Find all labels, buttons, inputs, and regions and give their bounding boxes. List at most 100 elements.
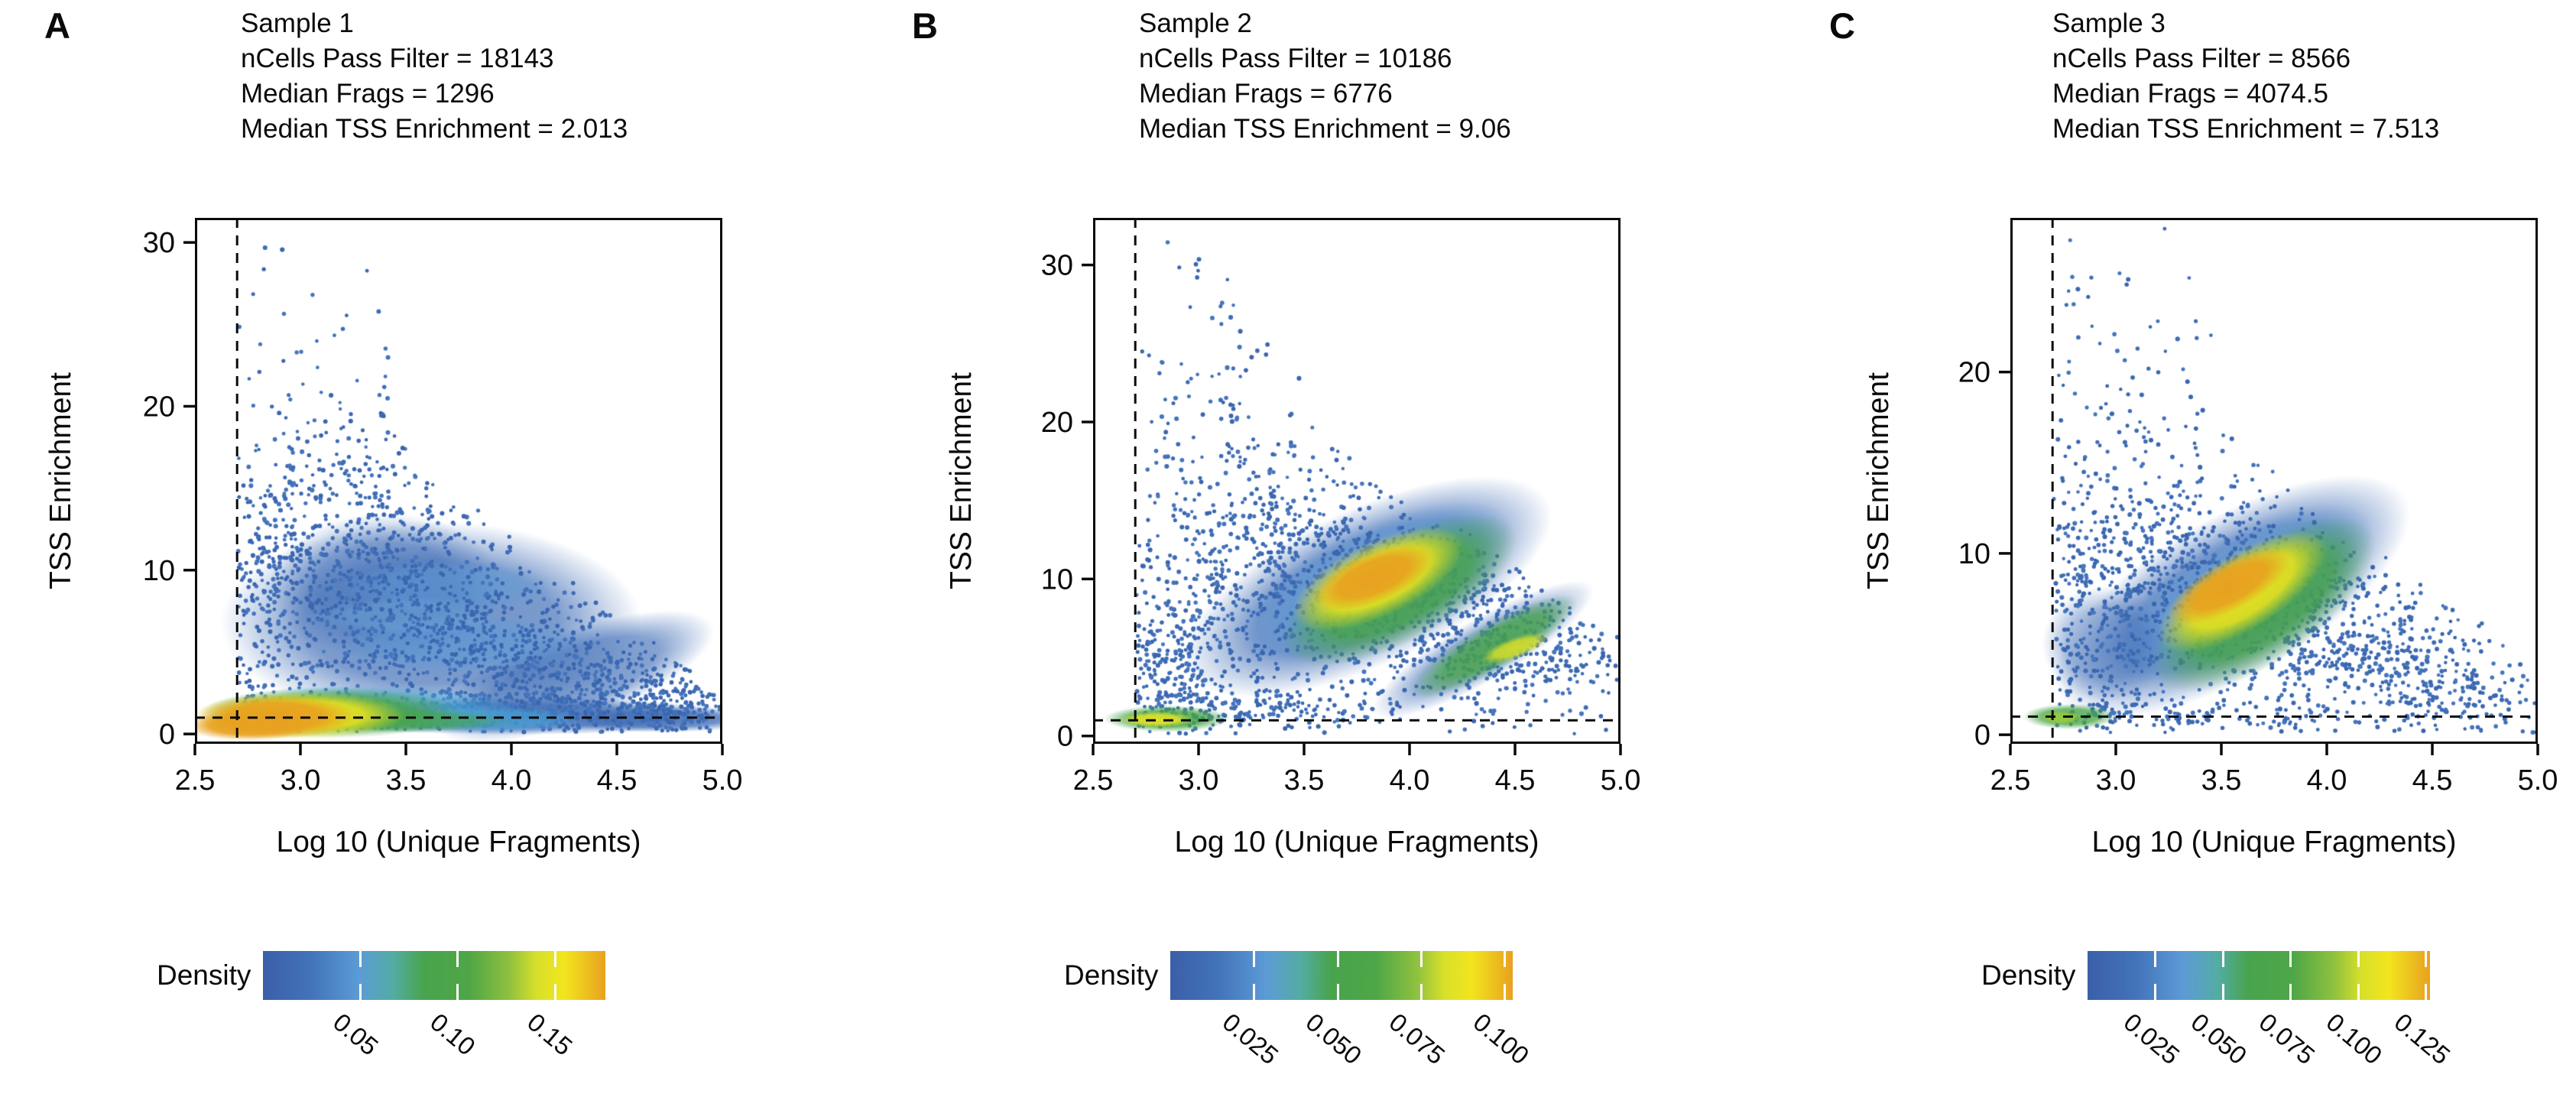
panel-a-label: A: [44, 5, 71, 46]
colorbar-tick: [1253, 951, 1256, 967]
colorbar-tick: [359, 951, 362, 967]
panel-b-stat-median-tss: Median TSS Enrichment = 9.06: [1139, 114, 1511, 144]
colorbar-tick: [2289, 984, 2292, 1000]
colorbar-tick-label: 0.10: [424, 1008, 481, 1061]
panel-b-stats-block: Sample 2 nCells Pass Filter = 10186 Medi…: [1139, 6, 1511, 147]
colorbar-tick-label: 0.075: [1384, 1008, 1451, 1070]
panel-b-axes: 2.5 3.0 3.5 4.0 4.5 5.0 0 10 20 30: [1041, 218, 1640, 797]
colorbar-tick: [456, 951, 459, 967]
colorbar-tick: [1253, 984, 1256, 1000]
svg-text:10: 10: [143, 555, 175, 587]
svg-text:0: 0: [159, 719, 175, 751]
panel-c-plot-area: 2.5 3.0 3.5 4.0 4.5 5.0 0 10 20: [1958, 218, 2558, 797]
panel-b-stat-ncells: nCells Pass Filter = 10186: [1139, 44, 1452, 73]
colorbar-tick-label: 0.100: [2321, 1008, 2388, 1070]
svg-text:2.5: 2.5: [1990, 764, 2031, 797]
svg-text:4.0: 4.0: [1390, 764, 1430, 797]
panel-c-sample-title: Sample 3: [2052, 8, 2166, 38]
colorbar-tick-label: 0.025: [2118, 1008, 2185, 1070]
svg-text:5.0: 5.0: [1601, 764, 1641, 797]
panel-c-stat-ncells: nCells Pass Filter = 8566: [2052, 44, 2351, 73]
colorbar-tick: [2154, 984, 2157, 1000]
panel-a-axes: 2.5 3.0 3.5 4.0 4.5 5.0 0 10 20 30: [143, 218, 742, 797]
colorbar-tick: [2289, 951, 2292, 967]
colorbar-tick: [359, 984, 362, 1000]
svg-text:4.0: 4.0: [492, 764, 532, 797]
panel-b-sample-title: Sample 2: [1139, 8, 1252, 38]
colorbar-tick-label: 0.075: [2253, 1008, 2321, 1070]
panel-a-x-axis-title: Log 10 (Unique Fragments): [276, 826, 641, 858]
panel-b-plot-area: 2.5 3.0 3.5 4.0 4.5 5.0 0 10 20 30: [1041, 218, 1640, 797]
panel-a-density-canvas: [195, 218, 722, 744]
svg-text:4.0: 4.0: [2307, 764, 2347, 797]
colorbar-tick: [2357, 984, 2360, 1000]
panel-a-colorbar: 0.05 0.10 0.15: [263, 951, 606, 1061]
panel-a-sample-title: Sample 1: [241, 8, 354, 38]
panel-b-x-axis-title: Log 10 (Unique Fragments): [1174, 826, 1539, 858]
panel-a-stat-ncells: nCells Pass Filter = 18143: [241, 44, 554, 73]
panel-c-axes: 2.5 3.0 3.5 4.0 4.5 5.0 0 10 20: [1958, 218, 2558, 797]
svg-text:10: 10: [1958, 538, 1990, 570]
svg-text:30: 30: [143, 227, 175, 259]
colorbar-tick: [2221, 984, 2224, 1000]
colorbar-tick: [1504, 984, 1507, 1000]
colorbar-tick-label: 0.100: [1468, 1008, 1535, 1070]
panel-a-stats-block: Sample 1 nCells Pass Filter = 18143 Medi…: [241, 6, 628, 147]
colorbar-tick: [2221, 951, 2224, 967]
colorbar-tick-label: 0.050: [1300, 1008, 1367, 1070]
colorbar-tick-label: 0.05: [327, 1008, 384, 1061]
panel-c-x-axis-title: Log 10 (Unique Fragments): [2091, 826, 2457, 858]
panel-c-label: C: [1829, 5, 1856, 46]
panel-c-stat-median-frags: Median Frags = 4074.5: [2052, 79, 2328, 109]
panel-b-density-canvas: [1093, 218, 1621, 744]
colorbar-tick: [1419, 984, 1423, 1000]
panel-c-stats-block: Sample 3 nCells Pass Filter = 8566 Media…: [2052, 6, 2439, 147]
panel-a-stat-median-tss: Median TSS Enrichment = 2.013: [241, 114, 628, 144]
panel-b-y-axis-title: TSS Enrichment: [945, 372, 978, 589]
panel-a-density-legend: Density 0.05 0.10 0.15: [157, 951, 606, 1061]
panel-b-legend-label: Density: [1064, 959, 1159, 991]
panel-a-plot-area: 2.5 3.0 3.5 4.0 4.5 5.0 0 10 20 30: [143, 218, 742, 797]
svg-text:30: 30: [1041, 250, 1073, 282]
colorbar-tick: [553, 984, 556, 1000]
svg-text:3.0: 3.0: [1179, 764, 1219, 797]
svg-text:5.0: 5.0: [702, 764, 743, 797]
panel-c-y-axis-title: TSS Enrichment: [1862, 372, 1895, 589]
svg-text:3.0: 3.0: [281, 764, 321, 797]
colorbar-tick-label: 0.050: [2185, 1008, 2253, 1070]
svg-text:20: 20: [1958, 357, 1990, 389]
svg-text:3.5: 3.5: [386, 764, 427, 797]
colorbar-tick: [1419, 951, 1423, 967]
colorbar-tick: [2154, 951, 2157, 967]
svg-text:20: 20: [143, 391, 175, 423]
svg-text:2.5: 2.5: [1073, 764, 1114, 797]
panel-c-density-legend: Density 0.025 0.050 0.075 0.100 0.125: [1981, 951, 2455, 1069]
panel-a-legend-label: Density: [157, 959, 251, 991]
panel-b-density-legend: Density 0.025 0.050 0.075 0.100: [1064, 951, 1534, 1069]
panel-b-colorbar: 0.025 0.050 0.075 0.100: [1170, 951, 1534, 1069]
svg-text:2.5: 2.5: [175, 764, 216, 797]
svg-text:20: 20: [1041, 407, 1073, 439]
colorbar-tick: [1504, 951, 1507, 967]
svg-text:3.5: 3.5: [1284, 764, 1325, 797]
svg-text:4.5: 4.5: [1495, 764, 1536, 797]
panel-a-y-axis-title: TSS Enrichment: [44, 372, 77, 589]
svg-text:10: 10: [1041, 563, 1073, 596]
svg-text:3.5: 3.5: [2201, 764, 2242, 797]
colorbar-tick-label: 0.15: [522, 1008, 579, 1061]
svg-text:4.5: 4.5: [2412, 764, 2453, 797]
colorbar-tick: [1336, 984, 1339, 1000]
colorbar-tick: [1336, 951, 1339, 967]
colorbar-tick-label: 0.125: [2389, 1008, 2456, 1070]
colorbar-tick: [2425, 951, 2428, 967]
panel-a-stat-median-frags: Median Frags = 1296: [241, 79, 495, 109]
colorbar-tick: [456, 984, 459, 1000]
colorbar-tick: [553, 951, 556, 967]
panel-c-colorbar: 0.025 0.050 0.075 0.100 0.125: [2088, 951, 2455, 1069]
colorbar-tick-label: 0.025: [1217, 1008, 1284, 1070]
panel-c-stat-median-tss: Median TSS Enrichment = 7.513: [2052, 114, 2440, 144]
svg-text:0: 0: [1057, 721, 1073, 753]
panel-b-stat-median-frags: Median Frags = 6776: [1139, 79, 1393, 109]
svg-text:4.5: 4.5: [597, 764, 638, 797]
